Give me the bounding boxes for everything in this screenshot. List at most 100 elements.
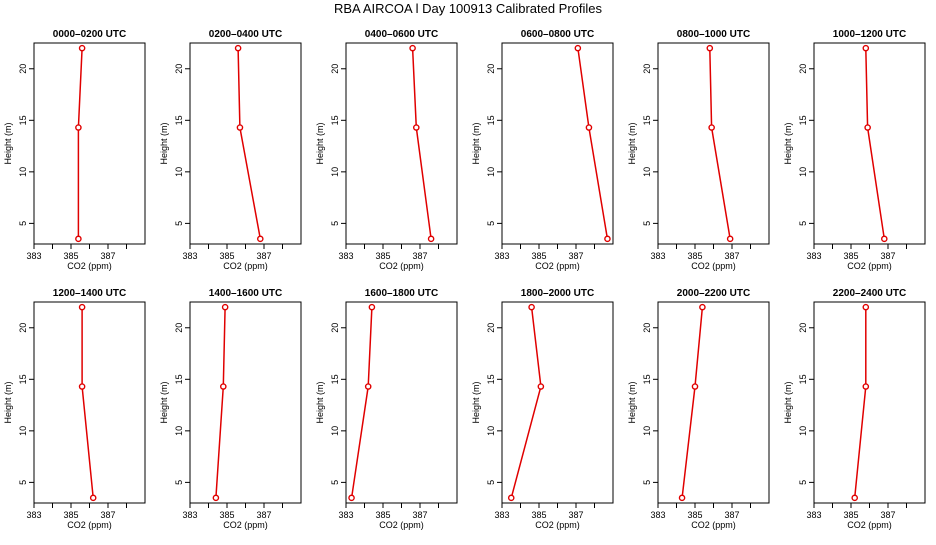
profile-line (681, 307, 704, 498)
y-tick-label: 20 (330, 323, 340, 333)
profile-point (862, 303, 870, 311)
y-tick-label: 5 (18, 480, 28, 485)
x-tick-label: 385 (531, 251, 546, 261)
profile-point (507, 494, 515, 502)
x-tick-label: 383 (806, 251, 821, 261)
profile-point (234, 44, 242, 52)
y-tick-label: 10 (642, 167, 652, 177)
profile-line (237, 48, 262, 239)
plot-frame (33, 301, 146, 504)
profile-point (862, 44, 870, 52)
x-tick-label: 383 (338, 510, 353, 520)
y-axis-label: Height (m) (783, 381, 793, 423)
y-tick-label: 10 (174, 426, 184, 436)
x-tick-label: 387 (880, 510, 895, 520)
y-tick-label: 5 (174, 221, 184, 226)
x-tick-label: 383 (182, 251, 197, 261)
profile-point (691, 383, 699, 390)
x-axis-label: CO2 (ppm) (379, 261, 424, 271)
profile-point (78, 303, 86, 311)
x-axis-label: CO2 (ppm) (535, 261, 580, 271)
profile-panel-11: 2000–2200 UTC 383 385 387 5 10 15 20 CO2 (ppm) He… (627, 288, 770, 530)
x-tick-label: 385 (687, 251, 702, 261)
profile-line (709, 48, 731, 239)
plot-frame (501, 42, 614, 245)
profile-line (215, 307, 226, 498)
x-tick-label: 387 (724, 251, 739, 261)
x-tick-label: 385 (63, 510, 78, 520)
plot-frame (33, 42, 146, 245)
profile-point (364, 383, 372, 390)
profile-point (221, 303, 229, 311)
x-tick-label: 385 (219, 251, 234, 261)
profile-panel-9: 1600–1800 UTC 383 385 387 5 10 15 20 CO2 (ppm) He… (315, 288, 458, 530)
y-tick-label: 20 (330, 64, 340, 74)
y-tick-label: 15 (18, 374, 28, 384)
y-tick-label: 10 (798, 167, 808, 177)
panel-title: 0000–0200 UTC (53, 29, 126, 40)
x-tick-label: 383 (650, 510, 665, 520)
y-tick-label: 15 (330, 115, 340, 125)
y-tick-label: 20 (798, 64, 808, 74)
y-tick-label: 20 (642, 323, 652, 333)
x-tick-label: 383 (650, 251, 665, 261)
profile-point (427, 235, 435, 243)
panel-title: 2200–2400 UTC (833, 288, 906, 299)
profile-panel-1: 0000–0200 UTC 383 385 387 5 10 15 20 CO2 (ppm) He… (3, 29, 146, 271)
panel-title: 1800–2000 UTC (521, 288, 594, 299)
y-tick-label: 10 (18, 167, 28, 177)
x-tick-label: 383 (338, 251, 353, 261)
panel-title: 0400–0600 UTC (365, 29, 438, 40)
profile-point (75, 235, 82, 243)
y-axis-label: Height (m) (3, 122, 13, 164)
plot-frame (189, 301, 302, 504)
x-tick-label: 385 (843, 510, 858, 520)
y-tick-label: 10 (174, 167, 184, 177)
x-tick-label: 387 (100, 251, 115, 261)
panel-title: 1600–1800 UTC (365, 288, 438, 299)
profile-point (212, 494, 220, 502)
panel-title: 0800–1000 UTC (677, 29, 750, 40)
x-tick-label: 383 (494, 251, 509, 261)
y-tick-label: 20 (18, 64, 28, 74)
y-axis-label: Height (m) (159, 122, 169, 164)
profile-point (862, 383, 870, 390)
profile-point (409, 44, 416, 52)
x-tick-label: 387 (724, 510, 739, 520)
y-tick-label: 20 (174, 323, 184, 333)
profile-point (678, 494, 686, 502)
y-tick-label: 20 (174, 64, 184, 74)
y-tick-label: 20 (486, 64, 496, 74)
profile-point (851, 494, 859, 502)
profile-point (726, 235, 734, 243)
panel-title: 2000–2200 UTC (677, 288, 750, 299)
y-tick-label: 20 (486, 323, 496, 333)
profile-point (412, 124, 420, 131)
y-axis-label: Height (m) (159, 381, 169, 423)
profile-panel-7: 1200–1400 UTC 383 385 387 5 10 15 20 CO2 (ppm) He… (3, 288, 146, 530)
y-tick-label: 20 (18, 323, 28, 333)
profile-point (604, 235, 611, 243)
profile-line (853, 307, 867, 498)
y-axis-label: Height (m) (471, 381, 481, 423)
x-tick-label: 385 (63, 251, 78, 261)
panel-title: 1200–1400 UTC (53, 288, 126, 299)
profile-panel-6: 1000–1200 UTC 383 385 387 5 10 15 20 CO2 (ppm) He… (783, 29, 926, 271)
x-tick-label: 387 (256, 251, 271, 261)
x-axis-label: CO2 (ppm) (535, 520, 580, 530)
x-axis-label: CO2 (ppm) (847, 261, 892, 271)
profile-point (574, 44, 582, 52)
y-tick-label: 5 (174, 480, 184, 485)
y-tick-label: 5 (798, 221, 808, 226)
y-tick-label: 5 (330, 480, 340, 485)
x-tick-label: 387 (412, 251, 427, 261)
plot-frame (657, 301, 770, 504)
x-axis-label: CO2 (ppm) (691, 520, 736, 530)
x-axis-label: CO2 (ppm) (223, 261, 268, 271)
profile-panel-5: 0800–1000 UTC 383 385 387 5 10 15 20 CO2 (ppm) He… (627, 29, 770, 271)
x-axis-label: CO2 (ppm) (67, 261, 112, 271)
profile-panel-12: 2200–2400 UTC 383 385 387 5 10 15 20 CO2 (ppm) He… (783, 288, 926, 530)
y-tick-label: 10 (486, 426, 496, 436)
